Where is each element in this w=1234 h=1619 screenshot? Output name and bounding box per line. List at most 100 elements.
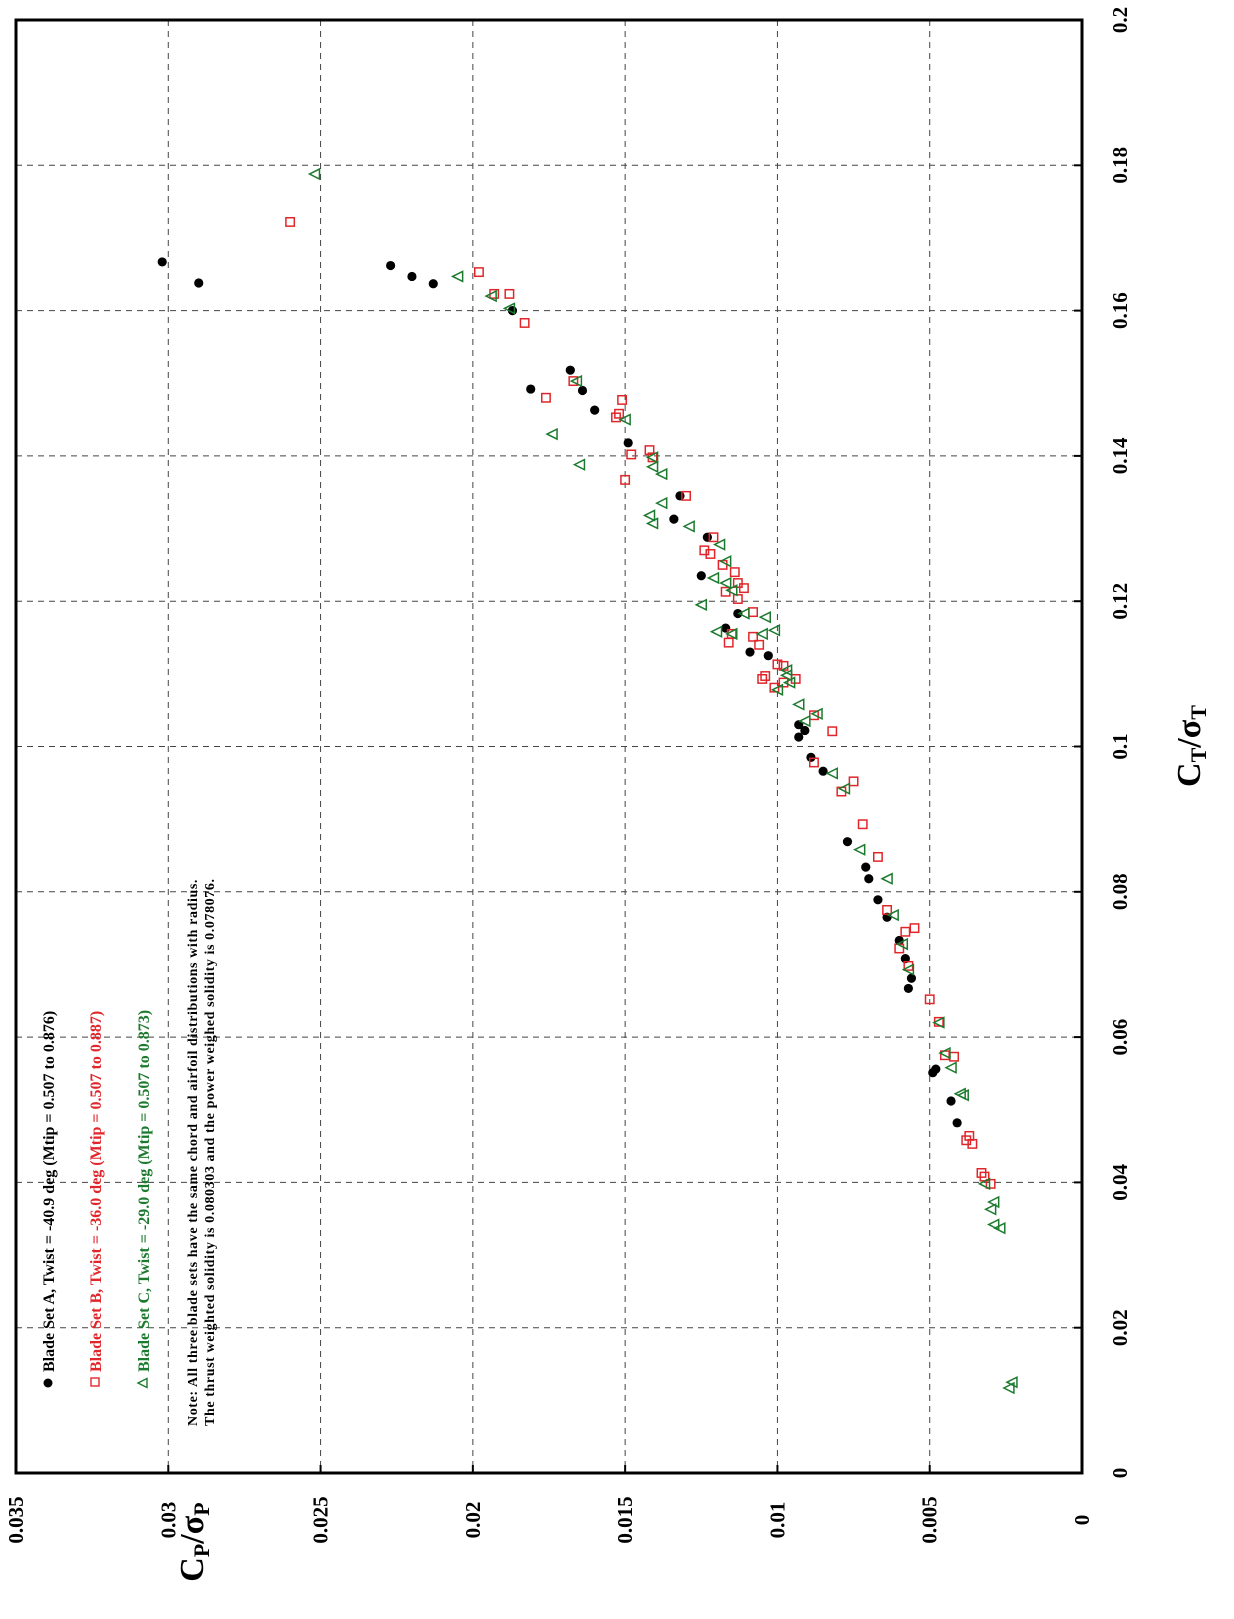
point-set-b [519, 318, 530, 328]
point-set-a [194, 278, 204, 288]
point-set-b [964, 1130, 975, 1141]
point-set-b [504, 288, 515, 299]
y-tick-label: 0.01 [765, 1502, 789, 1539]
series-c [307, 167, 1018, 1395]
point-set-b [285, 217, 296, 227]
point-set-c [645, 451, 659, 464]
point-set-a [864, 874, 874, 884]
point-set-a [590, 405, 600, 415]
point-set-b [748, 607, 759, 618]
x-tick-label: 0.2 [1108, 7, 1132, 33]
point-set-b [857, 819, 868, 830]
point-set-c [655, 496, 668, 510]
point-set-c [450, 270, 464, 283]
point-set-b [541, 392, 551, 403]
point-set-c [792, 698, 805, 711]
point-set-a [526, 384, 536, 394]
y-axis-label-main: C [174, 1557, 211, 1582]
point-set-a [696, 571, 706, 581]
point-set-c [502, 302, 516, 315]
point-set-c [993, 1221, 1006, 1235]
point-set-b [681, 490, 692, 501]
y-tick-label: 0.025 [309, 1496, 333, 1543]
point-set-a [873, 895, 883, 905]
y-tick-label: 0.03 [156, 1502, 180, 1539]
y-tick-label: 0.005 [918, 1496, 942, 1543]
point-set-b [754, 639, 765, 650]
point-set-b [732, 578, 743, 588]
point-set-c [755, 627, 768, 641]
y-axis-label-slash: /σ [174, 1515, 211, 1544]
x-axis-label-slash: /σ [1171, 719, 1208, 748]
point-set-c [895, 937, 909, 951]
point-set-b [760, 671, 771, 681]
note-line-2: The thrust weighted solidity is 0.080303… [203, 878, 218, 1426]
x-tick-label: 0.02 [1108, 1309, 1132, 1346]
x-axis-label: CT/σT [1171, 705, 1211, 787]
point-set-c [886, 908, 899, 922]
point-set-c [737, 607, 750, 620]
point-set-b [473, 267, 484, 278]
point-set-a [386, 260, 396, 271]
point-set-c [901, 963, 915, 976]
point-set-a [952, 1118, 962, 1128]
point-set-c [712, 538, 726, 551]
x-tick-label: 0.12 [1108, 583, 1132, 620]
point-set-b [757, 673, 768, 684]
point-set-b [732, 594, 743, 604]
legend-label-a: Blade Set A, Twist = -40.9 deg (Mtip = 0… [41, 1011, 58, 1372]
series-b [285, 217, 996, 1189]
point-set-a [946, 1096, 956, 1106]
point-set-b [909, 923, 920, 934]
point-set-c [953, 1087, 966, 1100]
point-set-c [983, 1203, 997, 1216]
point-set-a [861, 862, 871, 872]
point-set-a [931, 1064, 941, 1074]
point-set-b [949, 1051, 960, 1062]
point-set-a [900, 954, 910, 964]
point-set-c [725, 584, 738, 597]
point-set-c [718, 555, 732, 568]
point-set-b [729, 567, 740, 578]
point-set-a [842, 837, 853, 847]
y-axis-label: CP/σP [174, 1502, 214, 1581]
point-set-c [1002, 1381, 1015, 1395]
point-set-b [626, 449, 637, 460]
point-set-c [682, 520, 695, 533]
point-set-a [675, 491, 685, 501]
point-set-a [702, 532, 712, 542]
point-set-a [669, 514, 679, 524]
point-set-b [772, 659, 783, 670]
point-set-c [825, 767, 839, 780]
point-set-c [986, 1218, 1000, 1231]
x-tick-label: 0.06 [1108, 1019, 1132, 1056]
x-tick-label: 0.14 [1108, 437, 1132, 474]
legend: Blade Set A, Twist = -40.9 deg (Mtip = 0… [41, 1010, 153, 1389]
y-tick-label: 0.02 [461, 1502, 485, 1539]
y-tick-label: 0.015 [613, 1496, 637, 1543]
point-set-b [738, 583, 749, 594]
x-tick-label: 0 [1108, 1468, 1132, 1479]
legend-marker-c [136, 1377, 148, 1389]
point-set-b [769, 682, 780, 693]
point-set-b [827, 726, 838, 737]
note-line-1: Note: All three blade sets have the same… [186, 879, 201, 1426]
point-set-c [1005, 1375, 1018, 1389]
point-set-b [976, 1168, 987, 1178]
point-set-c [779, 664, 793, 677]
x-axis-label-sub-2: T [1186, 705, 1211, 720]
point-set-c [569, 374, 583, 388]
point-set-c [986, 1195, 1000, 1209]
y-axis-label-sub-1: P [189, 1544, 214, 1557]
point-set-a [906, 973, 917, 983]
point-set-b [809, 757, 819, 768]
point-set-c [645, 460, 659, 474]
point-set-a [721, 623, 731, 633]
point-set-a [745, 647, 755, 657]
point-set-a [428, 279, 438, 289]
point-set-c [545, 427, 558, 441]
point-set-a [565, 365, 575, 375]
x-tick-label: 0.16 [1108, 292, 1132, 329]
legend-label-b: Blade Set B, Twist = -36.0 deg (Mtip = 0… [88, 1011, 105, 1372]
axis-ticks: 0 0.02 0.04 0.06 0.08 0.1 0.12 0.14 0.16 0.18 0.2 0… [4, 7, 1132, 1544]
